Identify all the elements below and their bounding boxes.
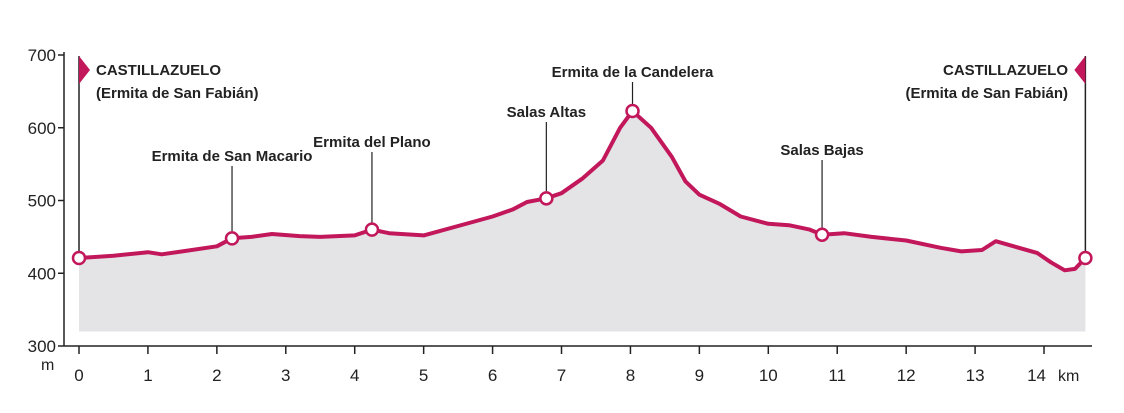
x-tick-label: 13 (966, 366, 985, 385)
start-sublabel: (Ermita de San Fabián) (96, 85, 259, 102)
x-tick-label: 10 (759, 366, 778, 385)
x-tick-label: 5 (419, 366, 428, 385)
profile-line-layer (77, 109, 1088, 273)
y-tick-label: 300 (28, 337, 56, 356)
end-sublabel: (Ermita de San Fabián) (905, 85, 1068, 102)
y-tick-label: 600 (28, 119, 56, 138)
x-tick-label: 2 (212, 366, 221, 385)
x-tick-label: 9 (695, 366, 704, 385)
x-tick-label: 14 (1027, 366, 1046, 385)
y-tick-label: 700 (28, 46, 56, 65)
x-tick-label: 0 (74, 366, 83, 385)
x-tick-label: 4 (350, 366, 359, 385)
waypoint-label: Ermita del Plano (313, 134, 431, 151)
x-tick-label: 12 (897, 366, 916, 385)
waypoint-marker (814, 227, 830, 242)
waypoint-marker (71, 250, 87, 266)
x-tick-label: 11 (828, 366, 846, 385)
waypoint-marker (364, 222, 380, 237)
x-tick-label: 6 (488, 366, 497, 385)
waypoint-marker (224, 231, 240, 246)
endpoint-flags: CASTILLAZUELO (Ermita de San Fabián) CAS… (78, 56, 1087, 258)
y-tick-label: 400 (28, 264, 56, 283)
x-tick-label: 3 (281, 366, 290, 385)
waypoint-label: Ermita de San Macario (152, 148, 313, 165)
x-axis-unit: km (1058, 368, 1079, 385)
profile-area-layer (79, 111, 1086, 332)
waypoint-marker (1078, 250, 1093, 266)
y-tick-label: 500 (28, 192, 56, 211)
x-tick-label: 1 (143, 366, 152, 385)
waypoint-marker (539, 191, 554, 206)
waypoint-label: Ermita de la Candelera (552, 64, 714, 81)
waypoint-label: Salas Bajas (780, 142, 863, 159)
end-label: CASTILLAZUELO (943, 62, 1068, 79)
axes: m km (41, 52, 1092, 385)
x-tick-label: 7 (557, 366, 566, 385)
waypoint-marker (625, 103, 640, 119)
waypoint-label: Salas Altas (507, 104, 587, 121)
y-axis-unit: m (41, 357, 54, 374)
elevation-line (77, 109, 1088, 273)
x-tick-label: 8 (626, 366, 635, 385)
elevation-area (79, 111, 1086, 332)
start-flag (79, 56, 90, 84)
end-flag (1074, 56, 1086, 84)
start-label: CASTILLAZUELO (96, 62, 221, 79)
